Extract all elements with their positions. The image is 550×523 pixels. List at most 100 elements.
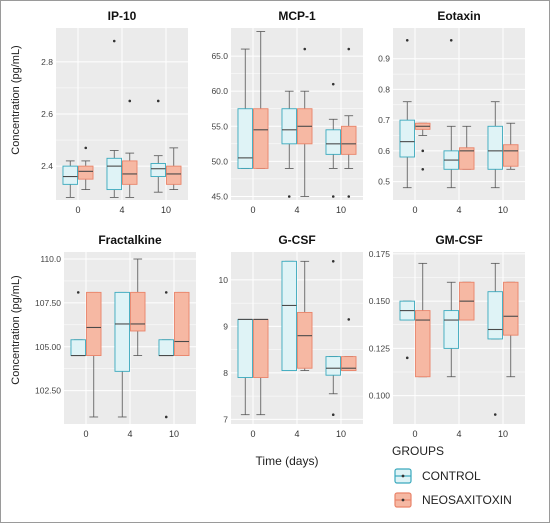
y-tick-label: 65.0: [211, 51, 228, 61]
box-control: [237, 108, 253, 169]
y-tick-label: 105.00: [35, 342, 61, 352]
legend-item-control: CONTROL: [392, 465, 542, 487]
outlier-point-neosaxitoxin: [347, 318, 351, 321]
x-tick-label: 10: [498, 205, 508, 215]
y-tick-label: 2.4: [41, 161, 53, 171]
outlier-point-control: [164, 415, 168, 419]
outlier-point-neosaxitoxin: [421, 167, 425, 171]
x-tick-label: 4: [119, 205, 124, 215]
panel-title: GM-CSF: [435, 233, 482, 247]
x-tick-label: 0: [75, 205, 80, 215]
outlier-point-control: [112, 39, 116, 43]
y-tick-label: 10: [219, 275, 229, 285]
y-tick-label: 60.0: [211, 86, 228, 96]
box-neosaxitoxin: [130, 291, 146, 332]
y-tick-label: 0.6: [378, 146, 390, 156]
box-control: [114, 291, 130, 372]
box-neosaxitoxin: [459, 147, 475, 170]
outlier-point-control: [164, 291, 168, 294]
y-tick-label: 8: [223, 368, 228, 378]
y-tick-label: 0.100: [369, 391, 391, 401]
x-tick-label: 4: [294, 205, 299, 215]
box-neosaxitoxin: [253, 108, 269, 169]
legend-item-neosaxitoxin: NEOSAXITOXIN: [392, 489, 542, 511]
y-tick-label: 110.0: [40, 254, 61, 264]
box-control: [106, 157, 122, 191]
y-tick-label: 7: [223, 414, 228, 424]
box-control: [150, 163, 166, 177]
panel-fractalkine: 102.50 105.00 107.50 110.0 0 4 10 Fractalkine: [35, 233, 196, 439]
y-tick-label: 107.50: [35, 298, 61, 308]
outlier-point-control: [156, 99, 160, 103]
outlier-point-control: [331, 413, 335, 417]
y-axis-label: Concentration (pg/mL): [10, 275, 22, 384]
outlier-point-control: [405, 356, 409, 360]
box-control: [62, 165, 78, 185]
outlier-point-control: [76, 291, 80, 294]
box-neosaxitoxin: [174, 291, 190, 357]
panel-title: Fractalkine: [98, 233, 162, 247]
box-control: [487, 291, 503, 340]
y-tick-label: 0.150: [369, 296, 391, 306]
y-tick-label: 9: [223, 321, 228, 331]
outlier-point-control: [331, 259, 335, 263]
x-tick-label: 4: [294, 429, 299, 439]
legend-key-neosaxitoxin: [394, 492, 412, 508]
panel-title: IP-10: [108, 9, 137, 23]
x-tick-label: 0: [83, 429, 88, 439]
outlier-point-control: [331, 82, 335, 86]
panel-eotaxin: 0.5 0.6 0.7 0.8 0.9 0 4 10 Eotaxin: [378, 9, 525, 215]
x-tick-label: 4: [456, 429, 461, 439]
box-neosaxitoxin: [253, 318, 269, 378]
box-neosaxitoxin: [415, 310, 431, 378]
x-tick-label: 4: [127, 429, 132, 439]
y-tick-label: 50.0: [211, 156, 228, 166]
panel-title: Eotaxin: [437, 9, 480, 23]
box-control: [325, 129, 341, 155]
box-control: [399, 119, 415, 158]
x-tick-label: 10: [498, 429, 508, 439]
y-tick-label: 0.7: [378, 115, 390, 125]
outlier-point-control: [405, 38, 409, 42]
y-axis-label: Concentration (pg/mL): [10, 45, 22, 154]
x-tick-label: 10: [336, 205, 346, 215]
box-control: [325, 356, 341, 376]
x-tick-label: 10: [169, 429, 179, 439]
y-tick-label: 0.5: [378, 177, 390, 187]
box-control: [443, 310, 459, 349]
x-axis-label: Time (days): [256, 454, 319, 468]
box-control: [237, 318, 253, 378]
box-neosaxitoxin: [86, 291, 102, 357]
y-tick-label: 2.8: [41, 57, 53, 67]
outlier-point-control: [331, 195, 335, 198]
box-neosaxitoxin: [341, 125, 357, 155]
y-tick-label: 0.8: [378, 84, 390, 94]
box-control: [70, 339, 86, 357]
x-tick-label: 0: [412, 429, 417, 439]
outlier-point-neosaxitoxin: [421, 149, 425, 153]
x-tick-label: 10: [161, 205, 171, 215]
y-tick-label: 45.0: [211, 191, 228, 201]
outlier-point-control: [287, 195, 291, 198]
panel-ip-10: 2.4 2.6 2.8 0 4 10 IP-10: [41, 9, 188, 215]
box-control: [281, 108, 297, 145]
legend-label-neosaxitoxin: NEOSAXITOXIN: [422, 493, 512, 507]
x-tick-label: 0: [250, 205, 255, 215]
panel-mcp-1: 45.0 50.0 55.0 60.0 65.0 0 4 10 MCP-1: [211, 9, 363, 215]
box-neosaxitoxin: [341, 356, 357, 371]
outlier-point-neosaxitoxin: [347, 47, 351, 51]
legend-key-control: [394, 468, 412, 484]
y-tick-label: 102.50: [35, 386, 61, 396]
box-neosaxitoxin: [78, 165, 94, 180]
outlier-point-neosaxitoxin: [128, 99, 132, 103]
outlier-point-control: [493, 413, 497, 416]
y-tick-label: 0.175: [369, 249, 391, 259]
box-control: [487, 125, 503, 170]
box-control: [281, 260, 297, 371]
panel-title: G-CSF: [278, 233, 315, 247]
box-neosaxitoxin: [503, 281, 519, 336]
x-tick-label: 10: [336, 429, 346, 439]
y-tick-label: 0.125: [369, 343, 391, 353]
legend-title: GROUPS: [392, 444, 445, 458]
